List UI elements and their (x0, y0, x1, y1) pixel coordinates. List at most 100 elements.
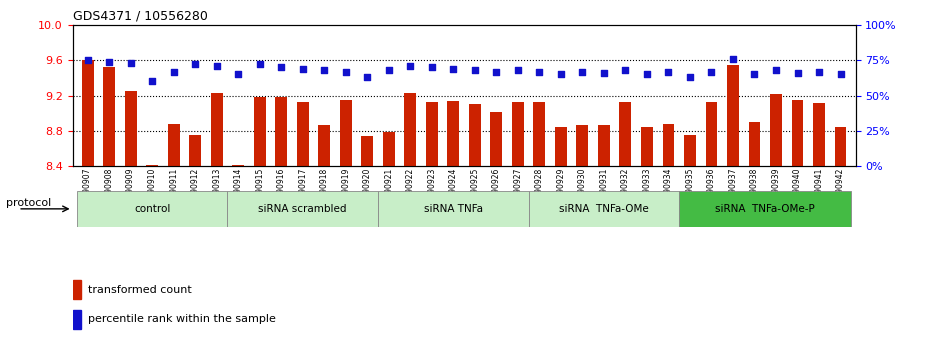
Point (403, 63, 418, 69)
Text: GSM790926: GSM790926 (492, 168, 501, 214)
Text: GSM790928: GSM790928 (535, 168, 544, 214)
Point (833, 72, 848, 77)
Point (339, 69, 353, 74)
Point (596, 70, 611, 76)
Bar (727, 64, 739, 166)
Text: GSM790924: GSM790924 (449, 168, 458, 214)
Point (296, 66, 311, 72)
Bar (619, 102, 631, 166)
Text: GSM790919: GSM790919 (341, 168, 351, 214)
Point (532, 69, 547, 74)
Text: GSM790932: GSM790932 (621, 168, 630, 214)
Point (317, 67, 332, 73)
Text: siRNA TNFa: siRNA TNFa (424, 204, 483, 214)
Bar (211, 93, 222, 166)
Bar (641, 127, 653, 166)
Bar (383, 132, 394, 166)
Point (424, 64, 439, 70)
Point (747, 72, 762, 77)
Point (80, 57, 95, 63)
Text: GSM790911: GSM790911 (169, 168, 179, 214)
Bar (706, 102, 717, 166)
Text: GSM790914: GSM790914 (233, 168, 243, 214)
Text: GSM790933: GSM790933 (643, 168, 651, 214)
Point (790, 70, 805, 76)
Bar (167, 124, 179, 166)
Bar (254, 97, 266, 166)
Bar (297, 102, 309, 166)
Text: GSM790939: GSM790939 (772, 168, 780, 214)
Text: siRNA  TNFa-OMe: siRNA TNFa-OMe (559, 204, 649, 214)
Text: GSM790910: GSM790910 (148, 168, 156, 214)
Point (101, 59, 116, 64)
Point (725, 56, 740, 62)
Text: GSM790930: GSM790930 (578, 168, 587, 214)
Bar (469, 104, 481, 166)
Point (553, 72, 568, 77)
Text: GSM790941: GSM790941 (815, 168, 824, 214)
Text: GDS4371 / 10556280: GDS4371 / 10556280 (73, 9, 207, 22)
Point (575, 69, 590, 74)
Bar (275, 97, 287, 166)
Text: GSM790915: GSM790915 (255, 168, 264, 214)
Bar (679, 191, 851, 227)
Text: GSM790918: GSM790918 (320, 168, 328, 214)
Bar (577, 125, 589, 166)
Bar (339, 100, 352, 166)
Bar (378, 191, 528, 227)
Point (768, 67, 783, 73)
Bar (534, 102, 545, 166)
Point (166, 69, 181, 74)
Bar (490, 112, 502, 166)
Point (683, 74, 698, 80)
Bar (662, 124, 674, 166)
Point (511, 67, 525, 73)
Text: GSM790925: GSM790925 (471, 168, 479, 214)
Text: GSM790942: GSM790942 (836, 168, 845, 214)
Bar (146, 165, 158, 166)
Text: GSM790909: GSM790909 (126, 168, 135, 214)
Text: GSM790929: GSM790929 (556, 168, 565, 214)
Text: percentile rank within the sample: percentile rank within the sample (88, 314, 276, 324)
Text: GSM790913: GSM790913 (212, 168, 221, 214)
Point (209, 63, 224, 69)
Bar (82, 60, 94, 166)
Point (640, 72, 655, 77)
Bar (834, 127, 846, 166)
Point (445, 66, 460, 72)
Text: transformed count: transformed count (88, 285, 192, 295)
Point (188, 62, 203, 67)
Bar (405, 93, 417, 166)
Point (273, 64, 288, 70)
Text: GSM790923: GSM790923 (427, 168, 436, 214)
Point (231, 72, 246, 77)
Bar (125, 91, 137, 166)
Text: GSM790934: GSM790934 (664, 168, 673, 214)
Text: GSM790938: GSM790938 (750, 168, 759, 214)
Bar (749, 122, 761, 166)
Text: GSM790908: GSM790908 (104, 168, 113, 214)
Bar (77, 191, 228, 227)
Text: GSM790927: GSM790927 (513, 168, 523, 214)
Point (704, 69, 719, 74)
Point (381, 67, 396, 73)
Bar (791, 100, 804, 166)
Bar (362, 136, 373, 166)
Bar (770, 94, 782, 166)
Bar (813, 103, 825, 166)
Bar (189, 135, 201, 166)
Bar (73, 309, 81, 329)
Text: siRNA  TNFa-OMe-P: siRNA TNFa-OMe-P (715, 204, 815, 214)
Text: GSM790940: GSM790940 (793, 168, 802, 214)
Point (123, 60, 138, 66)
Bar (232, 165, 244, 166)
Point (468, 67, 483, 73)
Text: protocol: protocol (6, 198, 51, 208)
Text: GSM790921: GSM790921 (384, 168, 393, 214)
Bar (73, 280, 81, 299)
Text: GSM790917: GSM790917 (299, 168, 307, 214)
Text: GSM790920: GSM790920 (363, 168, 372, 214)
Bar (598, 125, 610, 166)
Point (661, 69, 676, 74)
Text: GSM790937: GSM790937 (728, 168, 737, 214)
